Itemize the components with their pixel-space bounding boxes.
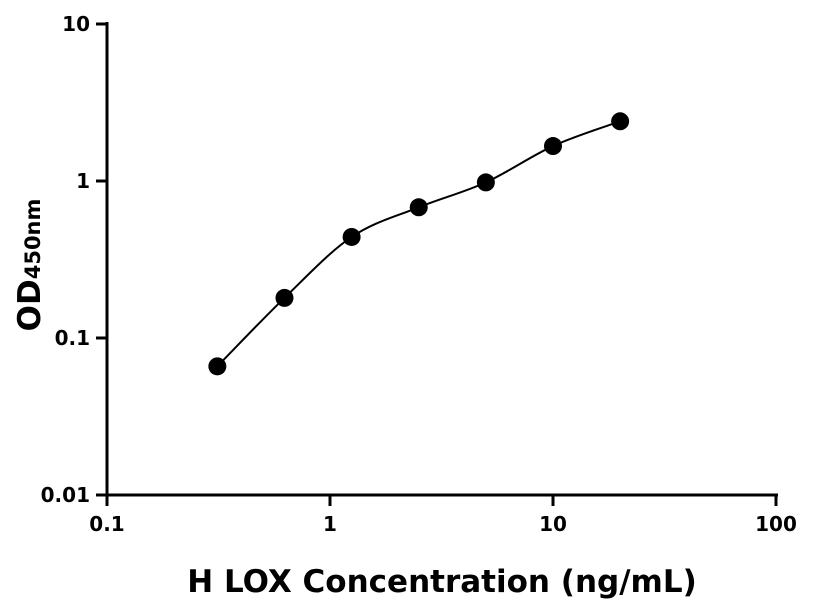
data-point	[342, 227, 361, 246]
x-tick-label: 100	[755, 512, 797, 536]
y-tick-label: 0.01	[41, 483, 90, 507]
y-tick-label: 0.1	[55, 326, 90, 350]
y-ticks: 0.01 0.1 1 10	[41, 12, 107, 507]
y-axis-label-subscript: 450nm	[21, 199, 45, 280]
data-point	[476, 173, 495, 192]
data-points	[208, 112, 630, 376]
x-ticks: 0.1 1 10 100	[89, 495, 797, 536]
data-point	[611, 112, 630, 131]
y-tick-label: 1	[76, 169, 90, 193]
y-axis-label: OD	[12, 279, 48, 331]
data-point	[275, 288, 294, 307]
y-tick-label: 10	[62, 12, 90, 36]
data-point	[544, 137, 562, 156]
x-tick-label: 10	[539, 512, 567, 536]
x-tick-label: 0.1	[89, 512, 124, 536]
data-point	[208, 357, 227, 376]
fit-curve-group	[216, 120, 621, 368]
x-axis-label: H LOX Concentration (ng/mL)	[187, 564, 697, 600]
y-axis-label-group: OD450nm	[12, 199, 48, 332]
fit-curve	[216, 120, 621, 368]
data-point	[409, 198, 428, 217]
svg-text:OD450nm: OD450nm	[12, 199, 48, 332]
x-tick-label: 1	[323, 512, 337, 536]
